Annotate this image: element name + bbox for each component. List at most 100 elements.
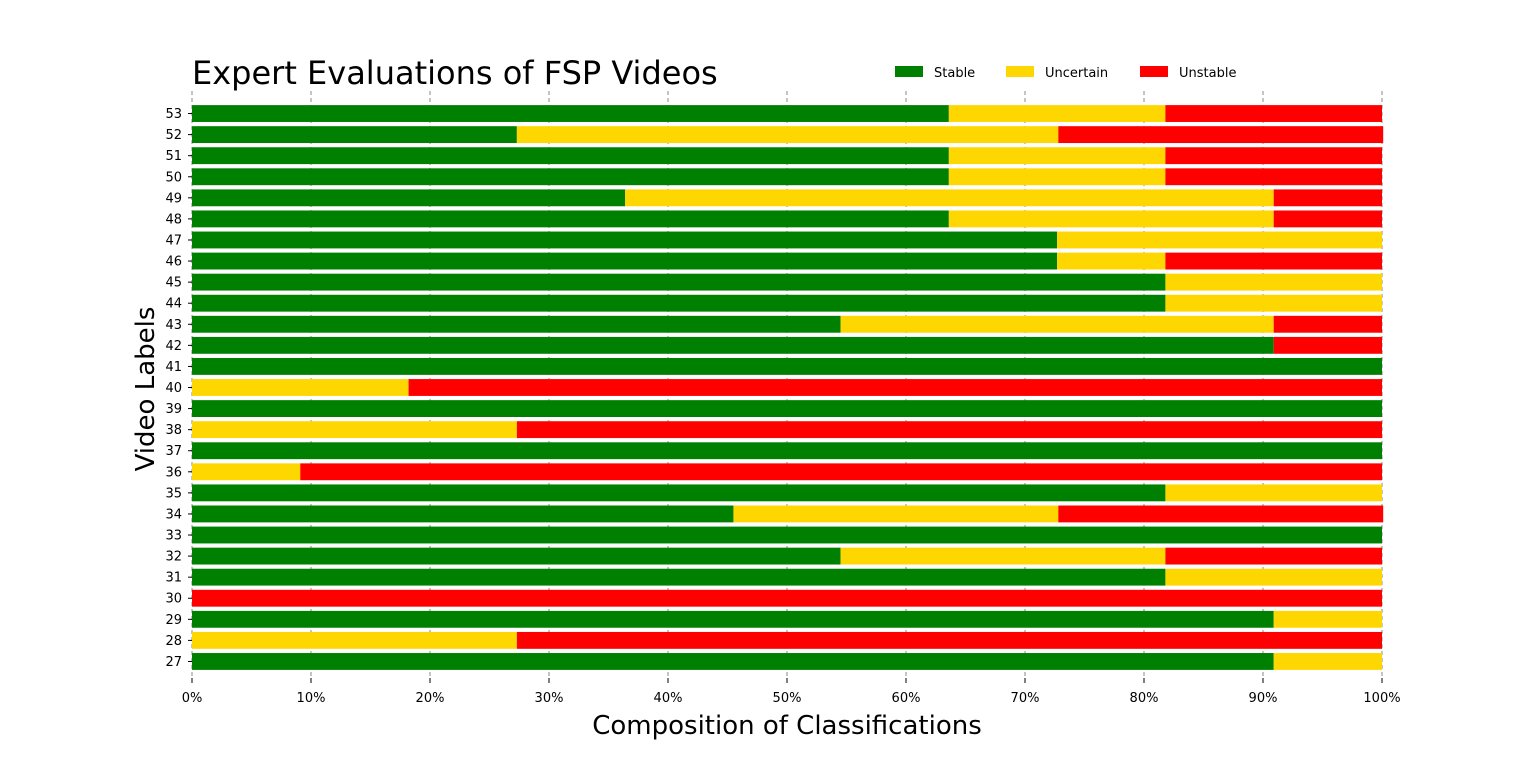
bar-segment-uncertain bbox=[192, 631, 517, 649]
x-axis-ticks: 0% 10% 20% 30% 40% 50% 60% 70% 80% 90% 100% bbox=[182, 678, 1401, 706]
legend-label-unstable: Unstable bbox=[1179, 66, 1236, 81]
y-tick-label: 38 bbox=[165, 423, 182, 438]
bar-segment-stable bbox=[192, 105, 949, 122]
bar-segment-uncertain bbox=[1057, 231, 1382, 249]
bar-segment-uncertain bbox=[840, 547, 1166, 565]
bar-segment-uncertain bbox=[192, 463, 301, 481]
x-tick-label: 70% bbox=[1011, 691, 1040, 706]
bar-segment-stable bbox=[192, 294, 1166, 312]
bar-segment-uncertain bbox=[733, 505, 1059, 523]
y-tick-label: 39 bbox=[165, 402, 182, 417]
x-tick-label: 50% bbox=[773, 691, 802, 706]
bar-segment-unstable bbox=[516, 421, 1382, 439]
y-tick-label: 30 bbox=[165, 592, 182, 607]
bar-segment-stable bbox=[192, 653, 1274, 670]
bar-segment-unstable bbox=[516, 631, 1382, 649]
bar-segment-uncertain bbox=[1057, 252, 1166, 270]
legend-swatch-unstable bbox=[1140, 66, 1168, 77]
bar-segment-unstable bbox=[1058, 126, 1384, 144]
bar-segment-unstable bbox=[1165, 105, 1382, 122]
bar-segment-uncertain bbox=[1165, 568, 1382, 586]
bar-segment-unstable bbox=[1273, 189, 1382, 207]
bar-segment-unstable bbox=[300, 463, 1382, 481]
x-axis-label: Composition of Classifications bbox=[592, 711, 982, 741]
x-tick-label: 10% bbox=[297, 691, 326, 706]
bar-segment-uncertain bbox=[1165, 484, 1382, 502]
legend-swatch-stable bbox=[895, 66, 923, 77]
y-tick-label: 53 bbox=[165, 107, 182, 122]
bar-segment-stable bbox=[192, 610, 1274, 628]
x-tick-label: 90% bbox=[1249, 691, 1278, 706]
bar-segment-stable bbox=[192, 442, 1382, 460]
bar-segment-uncertain bbox=[1273, 610, 1382, 628]
bar-segment-stable bbox=[192, 147, 949, 165]
y-tick-label: 48 bbox=[165, 212, 182, 227]
x-tick-label: 60% bbox=[892, 691, 921, 706]
bar-segment-uncertain bbox=[192, 379, 409, 396]
bar-segment-unstable bbox=[1165, 168, 1382, 186]
bar-segment-uncertain bbox=[948, 168, 1166, 186]
bar-segment-unstable bbox=[1273, 336, 1382, 354]
bar-segment-uncertain bbox=[1273, 653, 1382, 670]
y-tick-label: 42 bbox=[165, 339, 182, 354]
y-tick-label: 31 bbox=[165, 571, 182, 586]
y-tick-label: 41 bbox=[165, 360, 182, 375]
y-tick-label: 34 bbox=[165, 507, 182, 522]
y-tick-label: 45 bbox=[165, 276, 182, 291]
bar-segment-stable bbox=[192, 336, 1274, 354]
x-tick-label: 0% bbox=[182, 691, 203, 706]
bar-segment-uncertain bbox=[1165, 294, 1382, 312]
y-tick-label: 35 bbox=[165, 486, 182, 501]
bar-segment-stable bbox=[192, 400, 1382, 418]
bar-segment-unstable bbox=[1165, 147, 1382, 165]
bar-segment-stable bbox=[192, 168, 949, 186]
y-tick-label: 47 bbox=[165, 233, 182, 248]
y-tick-label: 33 bbox=[165, 529, 182, 544]
y-tick-label: 29 bbox=[165, 613, 182, 628]
bar-segment-unstable bbox=[408, 379, 1383, 396]
bar-segment-stable bbox=[192, 526, 1382, 544]
bar-segment-uncertain bbox=[625, 189, 1274, 207]
bar-segment-stable bbox=[192, 189, 626, 207]
y-tick-label: 52 bbox=[165, 128, 182, 143]
legend-label-uncertain: Uncertain bbox=[1045, 66, 1108, 81]
y-tick-label: 43 bbox=[165, 318, 182, 333]
bar-segment-unstable bbox=[1273, 210, 1382, 228]
bar-segment-stable bbox=[192, 505, 734, 523]
y-tick-label: 49 bbox=[165, 191, 182, 206]
bars bbox=[192, 105, 1384, 670]
chart-title: Expert Evaluations of FSP Videos bbox=[192, 54, 718, 92]
legend: Stable Uncertain Unstable bbox=[895, 66, 1236, 81]
bar-segment-stable bbox=[192, 568, 1166, 586]
bar-segment-stable bbox=[192, 484, 1166, 502]
legend-label-stable: Stable bbox=[934, 66, 975, 81]
bar-segment-unstable bbox=[1165, 252, 1382, 270]
bar-segment-stable bbox=[192, 210, 949, 228]
bar-segment-stable bbox=[192, 231, 1058, 249]
y-tick-label: 46 bbox=[165, 255, 182, 270]
bar-segment-unstable bbox=[1273, 315, 1382, 333]
bar-segment-stable bbox=[192, 357, 1382, 375]
y-tick-label: 51 bbox=[165, 149, 182, 164]
y-tick-label: 32 bbox=[165, 550, 182, 565]
bar-segment-stable bbox=[192, 547, 841, 565]
bar-segment-unstable bbox=[192, 589, 1382, 607]
bar-segment-uncertain bbox=[516, 126, 1059, 144]
bar-segment-uncertain bbox=[840, 315, 1274, 333]
bar-segment-stable bbox=[192, 126, 517, 144]
y-tick-label: 36 bbox=[165, 465, 182, 480]
bar-segment-uncertain bbox=[948, 210, 1274, 228]
x-tick-label: 20% bbox=[416, 691, 445, 706]
y-tick-label: 28 bbox=[165, 634, 182, 649]
bar-segment-uncertain bbox=[948, 105, 1166, 122]
bar-segment-stable bbox=[192, 273, 1166, 291]
x-tick-label: 100% bbox=[1363, 691, 1400, 706]
legend-swatch-uncertain bbox=[1006, 66, 1034, 77]
bar-segment-uncertain bbox=[1165, 273, 1382, 291]
y-tick-label: 40 bbox=[165, 381, 182, 396]
x-tick-label: 80% bbox=[1130, 691, 1159, 706]
x-tick-label: 30% bbox=[535, 691, 564, 706]
y-tick-label: 50 bbox=[165, 170, 182, 185]
y-tick-label: 27 bbox=[165, 655, 182, 670]
